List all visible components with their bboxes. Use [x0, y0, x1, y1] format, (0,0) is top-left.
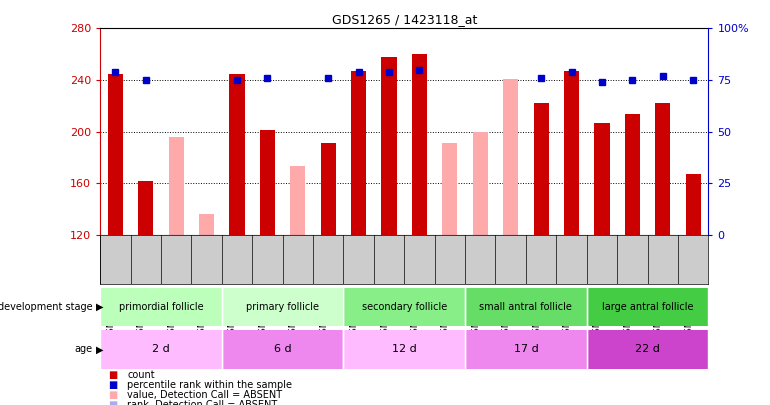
Bar — [503, 79, 518, 235]
Bar — [100, 330, 222, 369]
Bar — [320, 143, 336, 235]
Text: ■: ■ — [108, 400, 117, 405]
Bar — [100, 288, 222, 326]
Bar — [343, 330, 465, 369]
Text: secondary follicle: secondary follicle — [362, 302, 447, 312]
Text: value, Detection Call = ABSENT: value, Detection Call = ABSENT — [127, 390, 282, 400]
Bar — [685, 174, 701, 235]
Bar — [259, 130, 275, 235]
Bar — [624, 113, 640, 235]
Bar — [351, 71, 367, 235]
Bar — [343, 288, 465, 326]
Bar — [222, 288, 343, 326]
Text: rank, Detection Call = ABSENT: rank, Detection Call = ABSENT — [127, 400, 277, 405]
Bar — [587, 330, 708, 369]
Text: 17 d: 17 d — [514, 344, 538, 354]
Bar — [381, 57, 397, 235]
Bar — [442, 143, 457, 235]
Title: GDS1265 / 1423118_at: GDS1265 / 1423118_at — [332, 13, 477, 26]
Text: 22 d: 22 d — [635, 344, 660, 354]
Bar — [222, 330, 343, 369]
Text: development stage: development stage — [0, 302, 92, 312]
Bar — [412, 54, 427, 235]
Text: count: count — [127, 370, 155, 379]
Text: ■: ■ — [108, 390, 117, 400]
Bar — [655, 103, 671, 235]
Text: 2 d: 2 d — [152, 344, 170, 354]
Bar — [465, 330, 587, 369]
Bar — [594, 123, 610, 235]
Bar — [587, 288, 708, 326]
Text: ■: ■ — [108, 380, 117, 390]
Text: 6 d: 6 d — [274, 344, 291, 354]
Bar — [465, 288, 587, 326]
Text: age: age — [74, 344, 92, 354]
Bar — [138, 181, 153, 235]
Text: small antral follicle: small antral follicle — [480, 302, 572, 312]
Bar — [290, 166, 306, 235]
Text: primary follicle: primary follicle — [246, 302, 319, 312]
Bar — [473, 132, 488, 235]
Text: ■: ■ — [108, 370, 117, 379]
Text: large antral follicle: large antral follicle — [602, 302, 693, 312]
Bar — [199, 214, 214, 235]
Text: primordial follicle: primordial follicle — [119, 302, 203, 312]
Bar — [534, 103, 549, 235]
Text: ▶: ▶ — [96, 344, 104, 354]
Text: 12 d: 12 d — [392, 344, 417, 354]
Bar — [229, 74, 245, 235]
Text: percentile rank within the sample: percentile rank within the sample — [127, 380, 292, 390]
Text: ▶: ▶ — [96, 302, 104, 312]
Bar — [108, 74, 123, 235]
Bar — [564, 71, 579, 235]
Bar — [169, 137, 184, 235]
